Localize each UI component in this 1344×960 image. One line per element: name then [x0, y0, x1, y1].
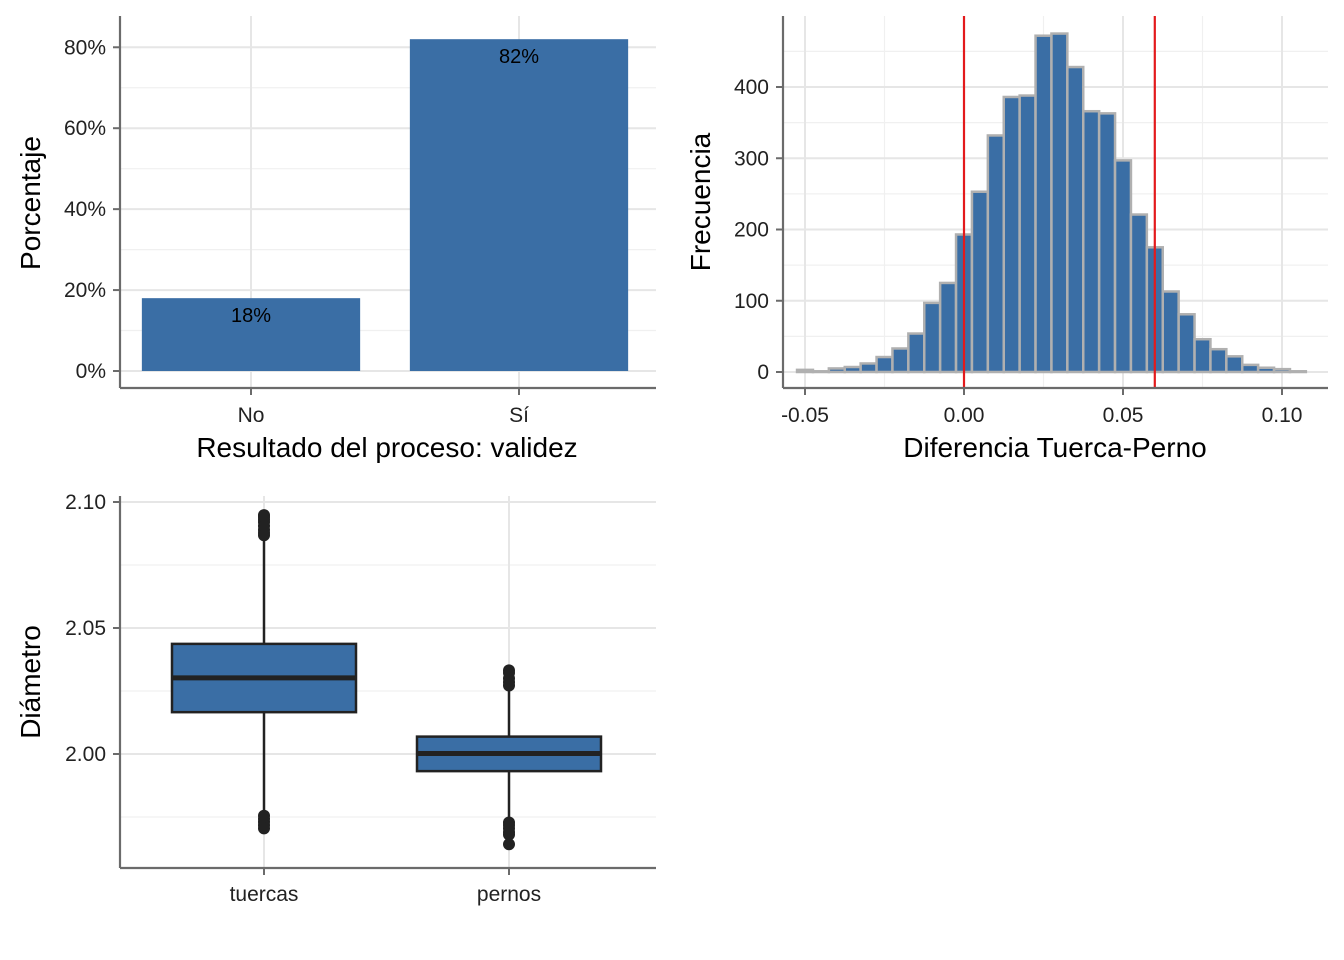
histogram-x-tick-label: 0.10: [1262, 404, 1303, 427]
histogram-bin: [1034, 34, 1053, 374]
histogram-bins: [795, 32, 1308, 374]
boxplot-y-tick-label: 2.00: [65, 743, 106, 766]
histogram-bin: [1177, 313, 1196, 374]
boxplot-outlier-point: [503, 828, 515, 841]
histogram-bin: [970, 190, 990, 374]
boxplot-x-tick-label: tuercas: [230, 883, 299, 906]
boxplot-outlier-point: [503, 679, 515, 692]
bar-chart-y-tick-label: 20%: [64, 279, 106, 302]
bar-data-label: 82%: [499, 46, 539, 68]
bar-chart-x-title: Resultado del proceso: validez: [196, 432, 577, 463]
histogram-bin: [891, 347, 910, 374]
boxplot-y-tick-label: 2.05: [65, 617, 106, 640]
histogram-x-tick-label: 0.00: [944, 404, 985, 427]
histogram-bin: [1209, 347, 1228, 374]
histogram-bin: [1161, 290, 1180, 374]
histogram-bin: [1241, 363, 1260, 374]
histogram-bin: [1225, 355, 1244, 374]
bar-data-label: 18%: [231, 305, 271, 327]
histogram-bin: [1129, 213, 1149, 374]
histogram-x-title: Diferencia Tuerca-Perno: [903, 432, 1206, 463]
histogram-bin: [1002, 95, 1021, 374]
histogram-x-tick-label: -0.05: [781, 404, 829, 427]
bar-chart-y-tick-label: 40%: [64, 198, 106, 221]
boxplot-boxes: [170, 509, 603, 851]
histogram-y-tick-label: 100: [734, 290, 769, 313]
histogram-bin: [1256, 366, 1276, 374]
bar-No: [141, 298, 361, 371]
histogram-bin: [1082, 109, 1101, 374]
histogram-bin: [1018, 94, 1037, 374]
boxplot-panel: tuercas pernos 2.00 2.05 2.10 Diámetro: [15, 491, 656, 906]
histogram-y-title: Frecuencia: [685, 132, 716, 271]
histogram-bin: [986, 134, 1005, 374]
histogram-bin: [1050, 32, 1069, 374]
boxplot-x-tick-label: pernos: [477, 883, 541, 906]
histogram-bin: [923, 301, 942, 374]
histogram-y-tick-label: 300: [734, 147, 769, 170]
histogram-bin: [1066, 65, 1085, 374]
bar-chart-axes: No Sí 0% 20% 40% 60% 80%: [64, 16, 656, 427]
bar-chart-x-tick-label: No: [238, 404, 265, 427]
histogram-y-tick-label: 200: [734, 219, 769, 242]
bar-chart-y-tick-label: 0%: [76, 360, 106, 383]
boxplot-y-tick-label: 2.10: [65, 491, 106, 514]
histogram-bin: [811, 370, 831, 374]
bar-chart-panel: 18% 82% No Sí 0% 20% 40% 60% 80% Resultado del …: [15, 16, 656, 463]
histogram-bin: [1288, 370, 1308, 374]
boxplot-outlier-point: [503, 838, 515, 851]
histogram-bin: [938, 281, 958, 374]
histogram-bin: [1272, 367, 1292, 374]
boxplot-y-title: Diámetro: [15, 625, 46, 739]
histogram-reference-lines: [962, 16, 1156, 388]
histogram-y-tick-label: 0: [757, 361, 769, 384]
histogram-bin: [1097, 112, 1117, 374]
histogram-bin: [907, 332, 926, 374]
bar-chart-bars: 18% 82%: [141, 39, 629, 372]
bar-chart-y-title: Porcentaje: [15, 136, 46, 270]
bar-chart-y-tick-label: 80%: [64, 36, 106, 59]
histogram-panel: -0.05 0.00 0.05 0.10 0 100 200 300 400 Diferenci…: [685, 16, 1328, 463]
histogram-bin: [1193, 337, 1212, 374]
histogram-x-tick-label: 0.05: [1103, 404, 1144, 427]
bar-chart-y-tick-label: 60%: [64, 117, 106, 140]
histogram-bin: [795, 368, 815, 374]
histogram-bin: [859, 362, 878, 374]
histogram-y-tick-label: 400: [734, 76, 769, 99]
boxplot-outlier-point: [258, 529, 270, 542]
histogram-axes: -0.05 0.00 0.05 0.10 0 100 200 300 400: [734, 16, 1328, 427]
histogram-bin: [843, 365, 862, 374]
histogram-bin: [1113, 159, 1133, 374]
bar-Sí: [409, 39, 629, 372]
histogram-bin: [827, 367, 846, 374]
boxplot-axes: tuercas pernos 2.00 2.05 2.10: [65, 491, 656, 906]
histogram-bin: [875, 355, 894, 374]
boxplot-outlier-point: [258, 822, 270, 835]
bar-chart-x-tick-label: Sí: [509, 404, 529, 427]
